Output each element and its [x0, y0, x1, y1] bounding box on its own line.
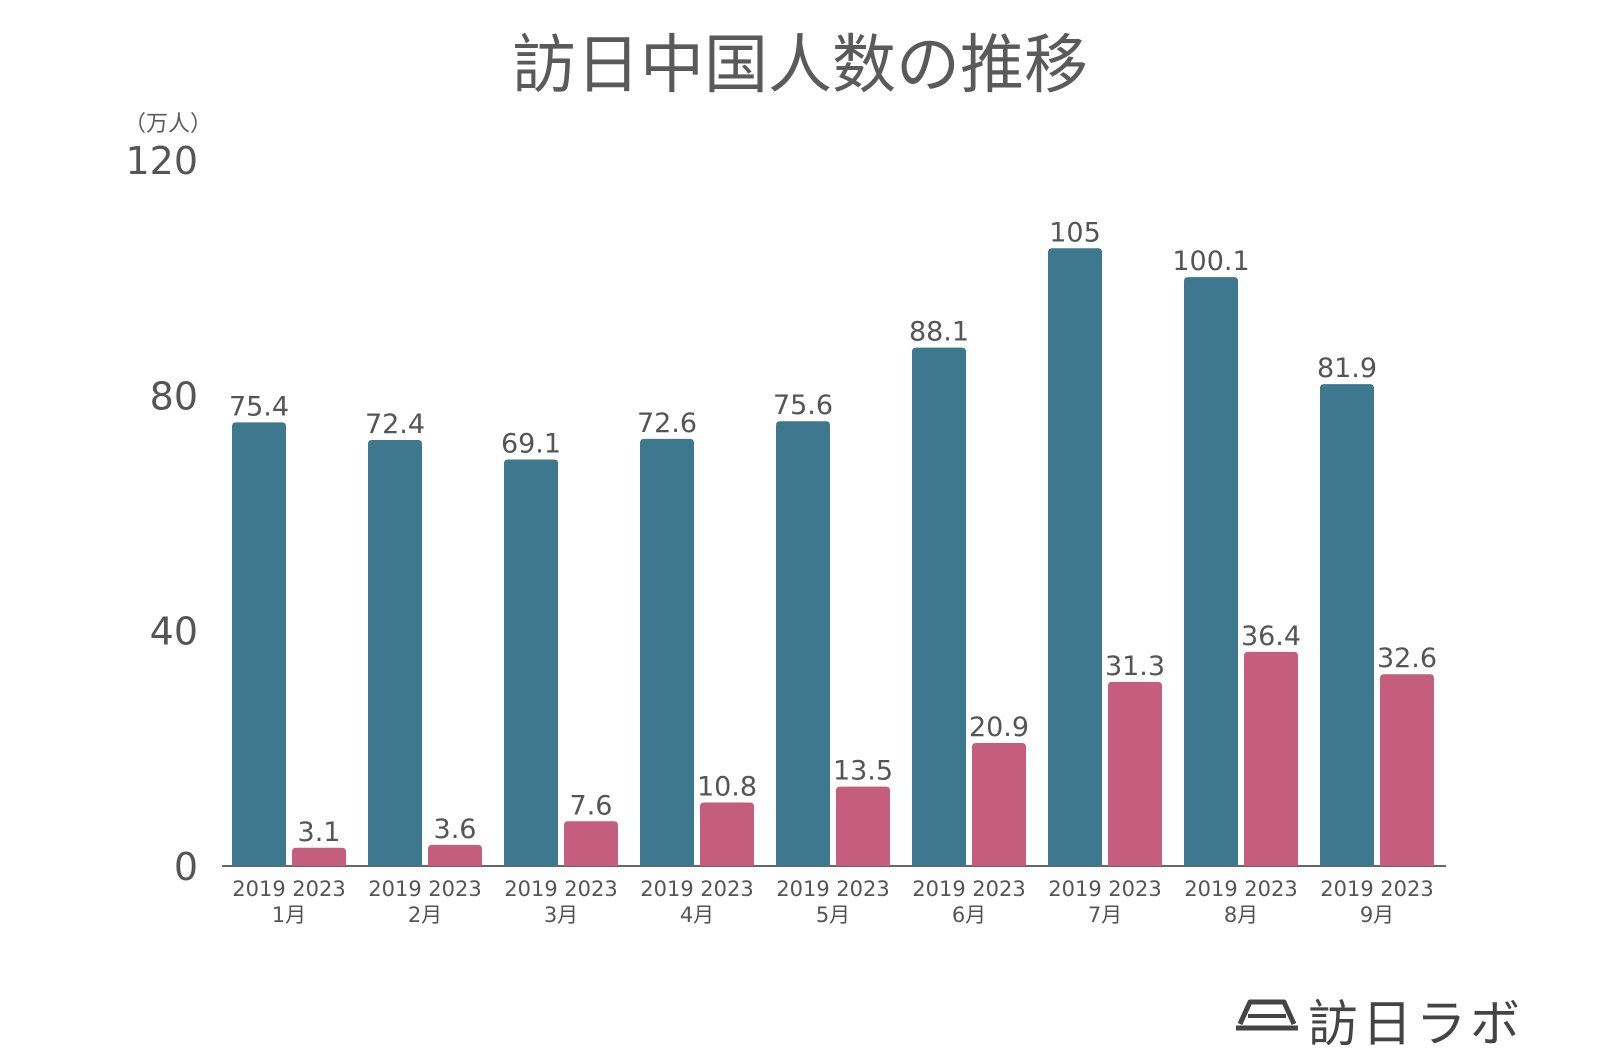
bar: [564, 821, 618, 866]
bar: [700, 802, 754, 866]
x-tick-label-month: 5月: [816, 903, 850, 927]
x-tick-label-year: 2019: [504, 877, 557, 901]
bar: [776, 421, 830, 866]
data-label: 7.6: [570, 790, 613, 821]
x-tick-label-year: 2019: [640, 877, 693, 901]
data-label: 3.6: [434, 814, 477, 845]
bar: [1184, 277, 1238, 866]
bar: [912, 347, 966, 866]
bar: [428, 844, 482, 866]
x-tick-label-year: 2023: [972, 877, 1025, 901]
chart-title: 訪日中国人数の推移: [512, 29, 1088, 103]
x-tick-label-month: 1月: [272, 903, 306, 927]
x-tick-label-year: 2019: [1184, 877, 1237, 901]
x-tick-label-year: 2023: [700, 877, 753, 901]
y-tick-label: 40: [150, 610, 198, 654]
bar: [1244, 651, 1298, 866]
x-tick-label-year: 2019: [776, 877, 829, 901]
data-label: 72.6: [637, 408, 697, 439]
bar: [1380, 674, 1434, 866]
x-tick-label-year: 2023: [1380, 877, 1433, 901]
data-label: 81.9: [1317, 353, 1377, 384]
x-tick-label-year: 2019: [368, 877, 421, 901]
bar: [1048, 248, 1102, 866]
bar: [640, 438, 694, 866]
x-tick-label-year: 2023: [1244, 877, 1297, 901]
y-tick-label: 80: [150, 374, 198, 418]
x-tick-label-month: 4月: [680, 903, 714, 927]
bar: [1320, 384, 1374, 866]
data-label: 31.3: [1105, 651, 1165, 682]
bar: [972, 743, 1026, 866]
data-label: 105: [1049, 217, 1101, 248]
logo-text: 訪日ラボ: [1308, 995, 1524, 1048]
bar: [504, 459, 558, 866]
y-axis-unit-label: （万人）: [124, 112, 213, 137]
x-tick-label-year: 2019: [232, 877, 285, 901]
data-label: 10.8: [697, 771, 757, 802]
data-label: 100.1: [1172, 246, 1249, 277]
x-tick-label-month: 7月: [1088, 903, 1122, 927]
x-tick-label-month: 6月: [952, 903, 986, 927]
x-tick-label-month: 8月: [1224, 903, 1258, 927]
x-tick-label-year: 2019: [1048, 877, 1101, 901]
x-tick-label-year: 2023: [292, 877, 345, 901]
bar: [368, 440, 422, 866]
bar: [1108, 681, 1162, 866]
data-label: 75.4: [229, 391, 289, 422]
data-label: 75.6: [773, 390, 833, 421]
brand-logo: 訪日ラボ: [1232, 988, 1524, 1048]
y-tick-label: 0: [174, 845, 198, 889]
bar: [836, 786, 890, 866]
x-tick-label-month: 3月: [544, 903, 578, 927]
data-label: 20.9: [969, 712, 1029, 743]
data-label: 36.4: [1241, 621, 1301, 652]
x-tick-label-year: 2023: [564, 877, 617, 901]
x-tick-label-year: 2023: [1108, 877, 1161, 901]
data-label: 32.6: [1377, 643, 1437, 674]
x-tick-label-year: 2023: [428, 877, 481, 901]
data-label: 72.4: [365, 409, 425, 440]
x-tick-label-month: 9月: [1360, 903, 1394, 927]
data-label: 88.1: [909, 317, 969, 348]
data-label: 13.5: [833, 756, 893, 787]
data-label: 69.1: [501, 428, 561, 459]
data-label: 3.1: [298, 817, 341, 848]
bar: [292, 847, 346, 866]
x-tick-label-year: 2019: [1320, 877, 1373, 901]
y-tick-label: 120: [125, 139, 198, 183]
x-tick-label-month: 2月: [408, 903, 442, 927]
x-tick-label-year: 2019: [912, 877, 965, 901]
bar: [232, 422, 286, 866]
logo-icon: [1236, 999, 1298, 1031]
x-tick-label-year: 2023: [836, 877, 889, 901]
